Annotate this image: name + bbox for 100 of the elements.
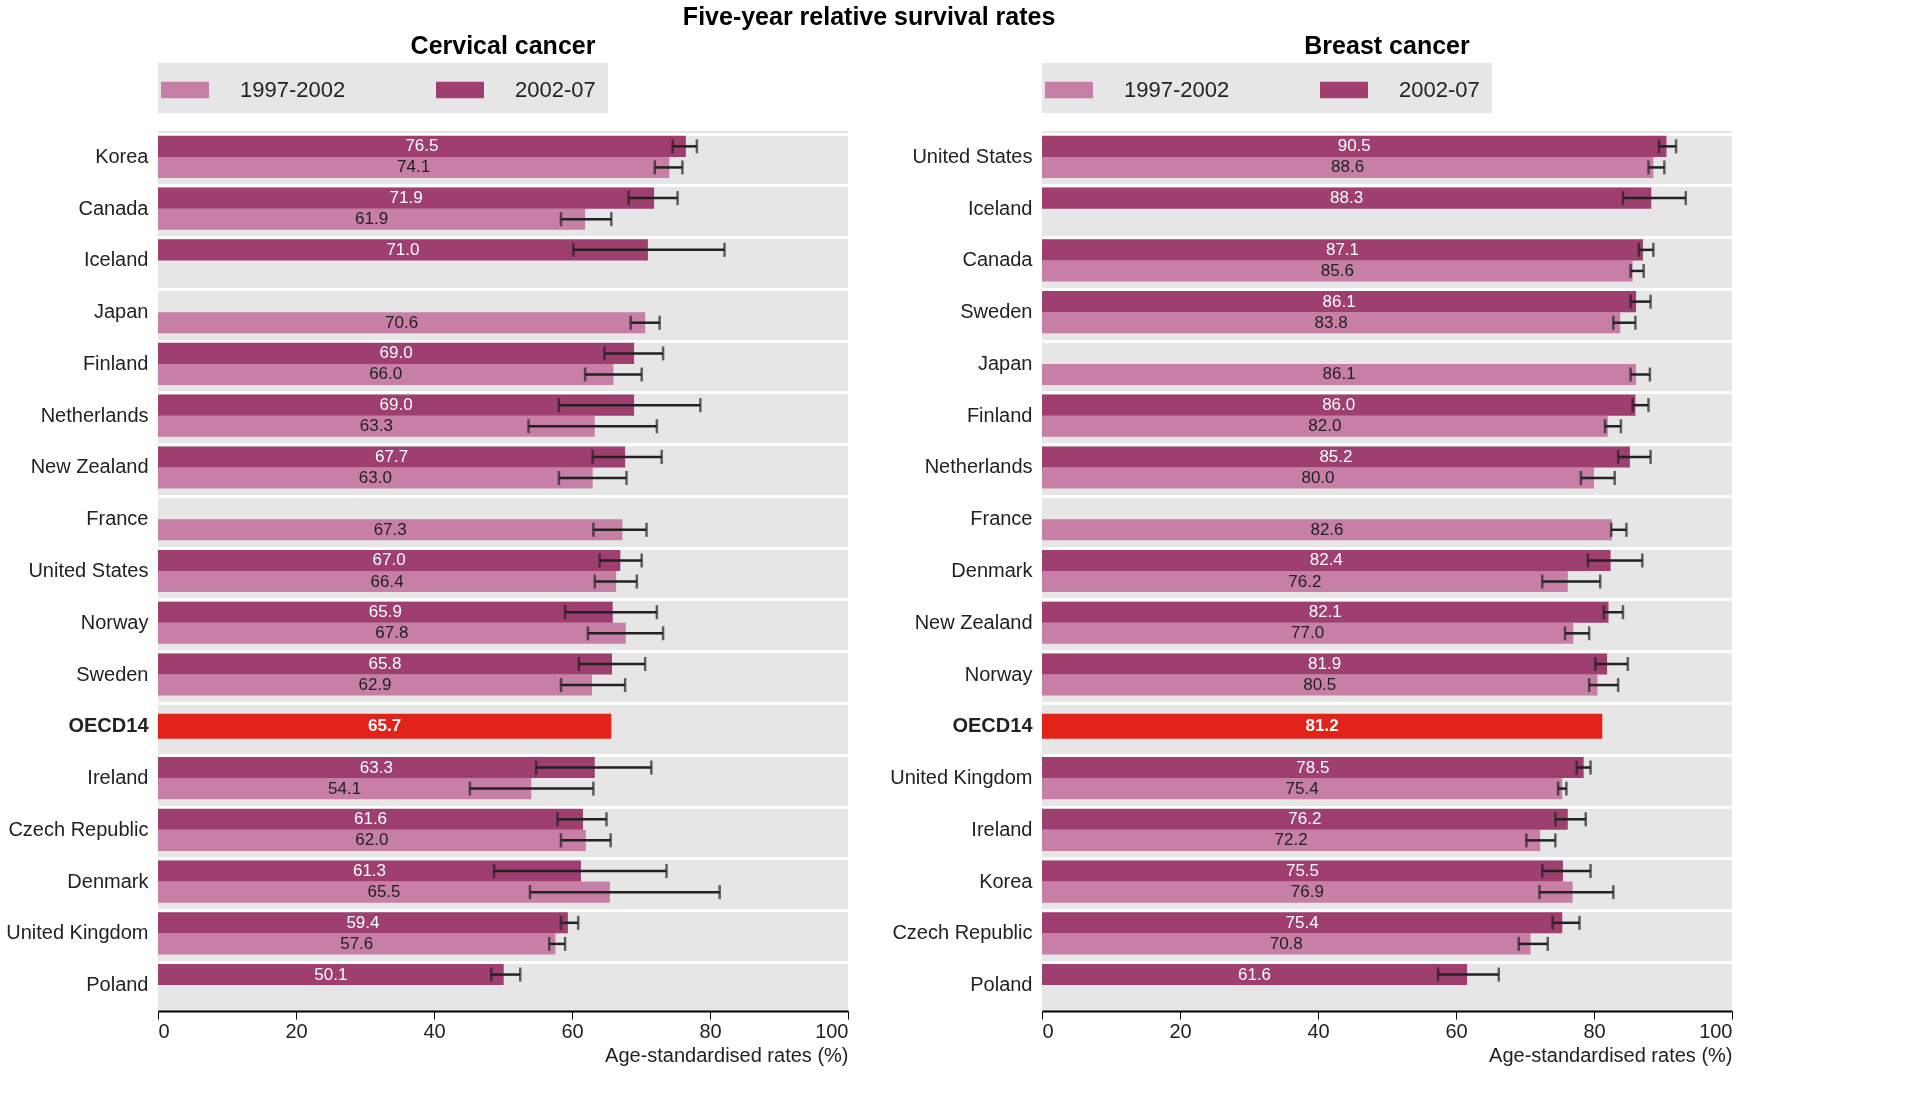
y-tick-label: Norway bbox=[964, 662, 1033, 685]
x-tick-label: 60 bbox=[1445, 1019, 1468, 1042]
data-label: 76.2 bbox=[1288, 809, 1322, 829]
y-tick-label: Czech Republic bbox=[8, 817, 149, 840]
x-tick-label: 0 bbox=[158, 1019, 170, 1042]
data-label: 75.5 bbox=[1285, 861, 1320, 881]
data-label: 61.3 bbox=[352, 861, 387, 881]
data-label: 88.3 bbox=[1330, 188, 1364, 208]
x-tick-label: 100 bbox=[815, 1019, 849, 1042]
y-tick-label: OECD14 bbox=[68, 714, 150, 737]
data-label: 86.1 bbox=[1322, 291, 1356, 311]
y-tick-label: Ireland bbox=[971, 817, 1033, 840]
y-tick-label: Iceland bbox=[968, 196, 1033, 219]
data-label: 70.6 bbox=[385, 312, 419, 332]
y-tick-label: Finland bbox=[82, 351, 149, 374]
data-label: 82.6 bbox=[1310, 519, 1344, 539]
data-label: 63.0 bbox=[358, 468, 392, 488]
y-tick-label: France bbox=[970, 507, 1033, 530]
data-label: 74.1 bbox=[397, 157, 431, 177]
legend-label: 2002-07 bbox=[1399, 77, 1480, 102]
data-label: 85.2 bbox=[1319, 446, 1353, 466]
data-label: 54.1 bbox=[328, 778, 362, 798]
text: Five-year relative survival rates bbox=[682, 2, 1056, 30]
x-tick-label: 60 bbox=[561, 1019, 584, 1042]
data-label: 90.5 bbox=[1337, 136, 1371, 156]
y-tick-label: France bbox=[86, 507, 149, 530]
data-label: 66.4 bbox=[370, 571, 404, 591]
data-label: 88.6 bbox=[1331, 157, 1365, 177]
data-label: 67.0 bbox=[372, 550, 406, 570]
data-label: 82.4 bbox=[1309, 550, 1343, 570]
data-label: 62.0 bbox=[355, 830, 389, 850]
data-label: 83.8 bbox=[1314, 312, 1348, 332]
y-tick-label: Iceland bbox=[84, 248, 149, 271]
x-tick-label: 20 bbox=[1169, 1019, 1192, 1042]
y-tick-label: Netherlands bbox=[40, 403, 149, 426]
x-axis-title: Age-standardised rates (%) bbox=[605, 1043, 849, 1066]
data-label: 81.9 bbox=[1308, 653, 1342, 673]
chart-title: Breast cancer bbox=[1304, 31, 1470, 59]
data-label: 63.3 bbox=[359, 757, 393, 777]
y-tick-label: Czech Republic bbox=[892, 921, 1033, 944]
y-tick-label: Japan bbox=[978, 351, 1033, 374]
y-tick-label: Japan bbox=[94, 300, 149, 323]
data-label: 67.3 bbox=[373, 519, 407, 539]
data-label: 70.8 bbox=[1269, 933, 1303, 953]
data-label: 67.8 bbox=[375, 623, 409, 643]
y-tick-label: Canada bbox=[78, 196, 150, 219]
y-tick-label: Netherlands bbox=[924, 455, 1033, 478]
data-label: 65.9 bbox=[368, 602, 402, 622]
data-label: 86.0 bbox=[1322, 395, 1356, 415]
y-tick-label: United Kingdom bbox=[890, 766, 1033, 789]
data-label: 76.5 bbox=[405, 136, 439, 156]
data-label: 77.0 bbox=[1291, 623, 1325, 643]
y-tick-label: Ireland bbox=[87, 766, 149, 789]
y-tick-label: Denmark bbox=[67, 869, 150, 892]
y-tick-label: United Kingdom bbox=[6, 921, 149, 944]
y-tick-label: Sweden bbox=[76, 662, 149, 685]
y-tick-label: OECD14 bbox=[952, 714, 1034, 737]
x-tick-label: 40 bbox=[1307, 1019, 1330, 1042]
data-label: 66.0 bbox=[369, 364, 403, 384]
legend-label: 2002-07 bbox=[515, 77, 596, 102]
y-tick-label: Sweden bbox=[960, 300, 1033, 323]
legend-label: 1997-2002 bbox=[240, 77, 346, 102]
x-tick-label: 80 bbox=[1583, 1019, 1606, 1042]
data-label: 82.1 bbox=[1308, 602, 1342, 622]
data-label: 76.9 bbox=[1290, 882, 1324, 902]
data-label: 65.5 bbox=[367, 882, 401, 902]
data-label: 62.9 bbox=[358, 675, 392, 695]
x-tick-label: 0 bbox=[1042, 1019, 1054, 1042]
y-tick-label: Poland bbox=[86, 973, 149, 996]
data-label: 71.0 bbox=[386, 239, 420, 259]
y-tick-label: Canada bbox=[962, 248, 1034, 271]
data-label: 75.4 bbox=[1285, 778, 1319, 798]
y-tick-label: Poland bbox=[970, 973, 1033, 996]
data-label: 76.2 bbox=[1288, 571, 1322, 591]
data-label: 75.4 bbox=[1285, 912, 1319, 932]
y-tick-label: Korea bbox=[95, 144, 150, 167]
data-label: 61.9 bbox=[355, 209, 389, 229]
data-label: 57.6 bbox=[340, 933, 374, 953]
data-label: 65.8 bbox=[368, 653, 402, 673]
chart-title: Cervical cancer bbox=[410, 31, 596, 59]
x-axis-title: Age-standardised rates (%) bbox=[1489, 1043, 1733, 1066]
x-tick-label: 100 bbox=[1699, 1019, 1733, 1042]
data-label: 80.0 bbox=[1301, 468, 1335, 488]
data-label: 71.9 bbox=[389, 188, 423, 208]
data-label: 63.3 bbox=[359, 416, 393, 436]
data-label: 61.6 bbox=[1237, 964, 1272, 984]
data-label: 69.0 bbox=[379, 343, 413, 363]
y-tick-label: Denmark bbox=[951, 559, 1034, 581]
data-label: 82.0 bbox=[1308, 416, 1342, 436]
x-tick-label: 20 bbox=[285, 1019, 308, 1042]
data-label: 67.7 bbox=[375, 446, 409, 466]
data-label: 78.5 bbox=[1296, 757, 1330, 777]
y-tick-label: Finland bbox=[966, 403, 1033, 426]
y-tick-label: Korea bbox=[979, 869, 1034, 892]
data-label: 69.0 bbox=[379, 395, 413, 415]
data-label: 81.2 bbox=[1305, 716, 1339, 736]
y-tick-label: United States bbox=[912, 144, 1033, 167]
data-label: 72.2 bbox=[1274, 830, 1308, 850]
y-tick-label: New Zealand bbox=[914, 610, 1033, 633]
x-tick-label: 80 bbox=[699, 1019, 722, 1042]
